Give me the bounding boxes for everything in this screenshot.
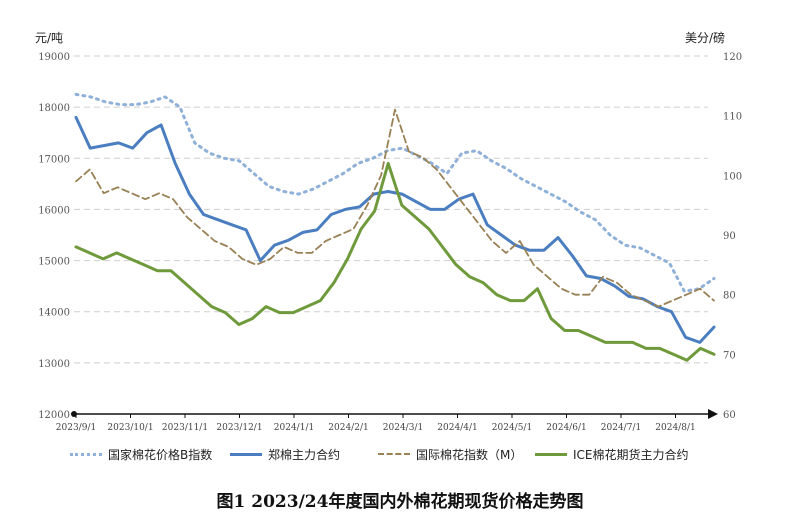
right-tick-label: 70 <box>723 350 736 361</box>
right-tick-label: 120 <box>723 52 742 63</box>
left-axis-unit: 元/吨 <box>35 31 63 45</box>
legend-label: 郑棉主力合约 <box>268 447 341 462</box>
right-axis-ticks: 60 70 80 90 100 110 120 <box>723 52 742 421</box>
legend-swatch <box>535 452 567 456</box>
legend-item: 国际棉花指数（M） <box>378 444 522 464</box>
right-tick-label: 60 <box>723 410 736 421</box>
x-tick-label: 2024/8/1 <box>655 423 695 433</box>
right-axis-unit: 美分/磅 <box>685 30 725 45</box>
series-line-1 <box>74 92 716 293</box>
left-tick-label: 13000 <box>38 359 70 370</box>
price-trend-chart: 12000 13000 14000 15000 16000 17000 18000 19000… <box>35 30 742 433</box>
left-axis-ticks: 12000 13000 14000 15000 16000 17000 18000 19000 <box>38 52 70 421</box>
x-tick-label: 2024/1/1 <box>274 423 314 433</box>
x-tick-label: 2024/3/1 <box>383 423 423 433</box>
right-tick-label: 100 <box>723 171 742 182</box>
series-line-4 <box>74 161 716 362</box>
x-tick-label: 2023/10/1 <box>107 423 153 433</box>
left-tick-label: 12000 <box>38 410 70 421</box>
x-tick-label: 2024/4/1 <box>437 423 477 433</box>
chart-caption: 图1 2023/24年度国内外棉花期现货价格走势图 <box>216 492 584 512</box>
legend-swatch <box>70 452 102 456</box>
grid-lines <box>74 55 708 364</box>
x-tick-label: 2024/5/1 <box>492 423 532 433</box>
left-tick-label: 15000 <box>38 257 70 268</box>
x-tick-label: 2024/7/1 <box>601 423 641 433</box>
legend-item: 国家棉花价格B指数 <box>70 444 212 464</box>
left-tick-label: 17000 <box>38 154 70 165</box>
legend: 国家棉花价格B指数 郑棉主力合约 国际棉花指数（M） ICE棉花期货主力合约 <box>70 444 750 466</box>
right-tick-label: 90 <box>723 231 736 242</box>
legend-swatch <box>378 453 410 455</box>
x-tick-label: 2023/12/1 <box>216 423 262 433</box>
x-tick-label: 2024/6/1 <box>546 423 586 433</box>
left-tick-label: 16000 <box>38 205 70 216</box>
legend-swatch <box>230 452 262 456</box>
legend-label: ICE棉花期货主力合约 <box>573 447 689 462</box>
data-series <box>74 92 716 362</box>
left-tick-label: 18000 <box>38 103 70 114</box>
legend-item: ICE棉花期货主力合约 <box>535 444 689 464</box>
series-line-3 <box>75 108 715 308</box>
x-tick-label: 2023/9/1 <box>56 423 96 433</box>
left-tick-label: 14000 <box>38 308 70 319</box>
x-axis-ticks: 2023/9/1 2023/10/1 2023/11/1 2023/12/1 2024/… <box>56 414 696 433</box>
series-line-2 <box>74 115 716 344</box>
right-tick-label: 110 <box>723 112 742 123</box>
legend-label: 国家棉花价格B指数 <box>108 447 213 462</box>
x-axis-arrow <box>708 409 718 419</box>
legend-label: 国际棉花指数（M） <box>416 447 523 462</box>
x-tick-label: 2024/2/1 <box>328 423 368 433</box>
x-tick-label: 2023/11/1 <box>162 423 208 433</box>
left-tick-label: 19000 <box>38 52 70 63</box>
right-tick-label: 80 <box>723 291 736 302</box>
legend-item: 郑棉主力合约 <box>230 444 340 464</box>
